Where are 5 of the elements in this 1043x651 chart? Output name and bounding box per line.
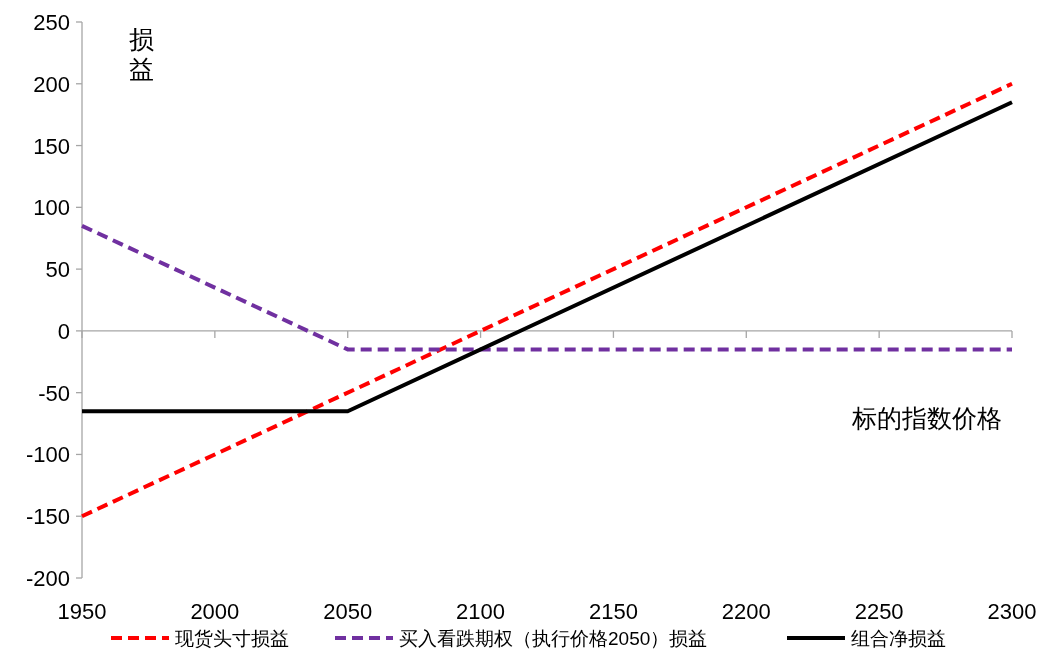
legend-label: 买入看跌期权（执行价格2050）损益 <box>399 628 708 649</box>
ylabel: 损益 <box>128 25 154 83</box>
legend-label: 组合净损益 <box>851 628 946 649</box>
legend-label: 现货头寸损益 <box>175 628 289 649</box>
xlabel: 标的指数价格 <box>852 404 1002 432</box>
